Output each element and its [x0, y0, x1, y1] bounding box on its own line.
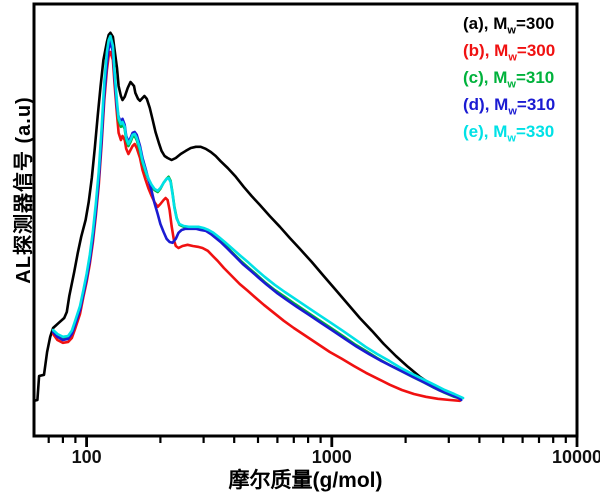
- y-axis-label: AL探测器信号 (a.u): [13, 96, 35, 284]
- x-axis-tick-label: 10000: [552, 447, 600, 467]
- legend-label-value: =310: [515, 68, 555, 87]
- legend-label-prefix: (e), M: [463, 122, 508, 141]
- legend-label-prefix: (d), M: [463, 95, 509, 114]
- x-axis-tick-label: 1000: [312, 447, 352, 467]
- legend-label-prefix: (c), M: [463, 68, 508, 87]
- legend-item-c: (c), Mw=310: [463, 64, 555, 91]
- curve-a: [32, 31, 458, 403]
- legend-label-value: =310: [516, 95, 556, 114]
- legend-item-b: (b), Mw=300: [463, 37, 555, 64]
- curve-b: [51, 50, 462, 403]
- legend-label-prefix: (b), M: [463, 41, 509, 60]
- legend-item-e: (e), Mw=330: [463, 118, 555, 145]
- x-axis-label: 摩尔质量(g/mol): [228, 469, 383, 492]
- curve-e: [51, 34, 465, 400]
- legend-label-value: =300: [516, 41, 556, 60]
- legend-label-subscript: w: [507, 132, 516, 145]
- legend-label-subscript: w: [507, 24, 516, 37]
- legend-label-prefix: (a), M: [463, 14, 508, 33]
- plot-frame: [32, 2, 579, 438]
- x-axis-tick-label: 100: [72, 447, 102, 467]
- legend: (a), Mw=300 (b), Mw=300 (c), Mw=310 (d), Mw…: [463, 10, 555, 145]
- legend-label-subscript: w: [508, 51, 517, 64]
- legend-label-value: =330: [515, 122, 555, 141]
- legend-label-value: =300: [515, 14, 555, 33]
- legend-label-subscript: w: [508, 105, 517, 118]
- legend-label-subscript: w: [507, 78, 516, 91]
- legend-item-a: (a), Mw=300: [463, 10, 555, 37]
- legend-item-d: (d), Mw=310: [463, 91, 555, 118]
